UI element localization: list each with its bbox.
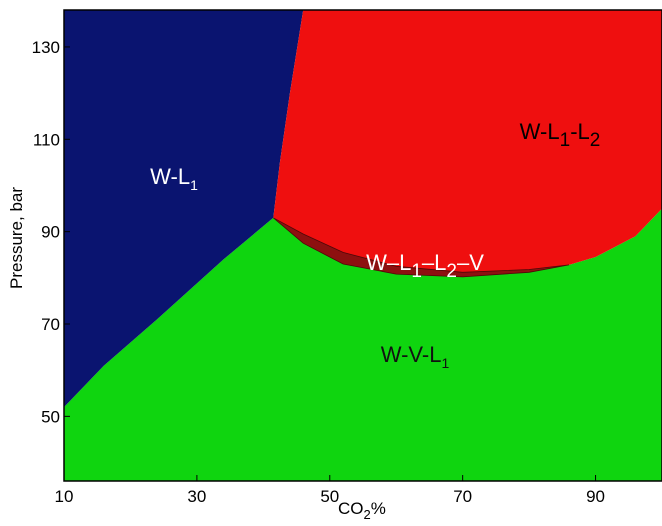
label-w-l1-l2-part-3: -L <box>570 119 590 144</box>
x-tick-label: 90 <box>586 487 605 506</box>
x-tick-label: 10 <box>55 487 74 506</box>
label-w-l1-l2-part-1: W-L <box>520 119 560 144</box>
label-w-l1-l2-v-part-3: –L <box>422 250 446 275</box>
label-w-v-l1-main: W-V-L <box>381 342 442 367</box>
plot-frame <box>63 9 662 482</box>
label-w-v-l1: W-V-L1 <box>381 342 450 371</box>
y-tick-label: 70 <box>41 315 60 334</box>
x-axis-ticks: 10 30 50 70 90 <box>55 475 605 506</box>
label-w-l1-l2-v-part-5: –V <box>457 250 484 275</box>
region-w-v-l1 <box>64 208 662 481</box>
region-labels: W-L1 W-L1-L2 W–L1–L2–V W-V-L1 <box>150 119 600 371</box>
label-w-l1-l2-v: W–L1–L2–V <box>366 250 484 282</box>
x-tick-label: 70 <box>453 487 472 506</box>
y-axis-ticks: 50 70 90 110 130 <box>32 38 70 426</box>
region-w-l1 <box>64 10 304 408</box>
label-w-v-l1-sub: 1 <box>441 355 449 371</box>
label-w-l1-sub: 1 <box>190 177 198 193</box>
label-w-l1-l2-part-2: 1 <box>560 130 571 151</box>
y-axis-label: Pressure, bar <box>7 187 26 289</box>
y-tick-label: 130 <box>32 38 60 57</box>
label-w-l1-l2-v-part-4: 2 <box>446 261 457 282</box>
x-tick-label: 50 <box>320 487 339 506</box>
y-tick-label: 90 <box>41 223 60 242</box>
x-axis-label: CO2% <box>338 499 386 522</box>
label-w-l1-l2-part-4: 2 <box>590 130 601 151</box>
label-w-l1-l2-v-part-1: W–L <box>366 250 411 275</box>
label-w-l1-l2-v-part-2: 1 <box>411 261 422 282</box>
region-w-l1-l2 <box>273 10 662 277</box>
label-w-l1: W-L1 <box>150 164 198 193</box>
x-axis-label-suffix: % <box>371 499 386 518</box>
x-tick-label: 30 <box>187 487 206 506</box>
x-axis-label-sub: 2 <box>364 507 371 522</box>
label-w-l1-l2: W-L1-L2 <box>520 119 601 151</box>
phase-regions <box>64 10 662 481</box>
x-axis-label-main: CO <box>338 499 364 518</box>
y-tick-label: 110 <box>33 130 60 149</box>
region-w-l1-l2-v <box>273 217 570 278</box>
label-w-l1-main: W-L <box>150 164 190 189</box>
y-tick-label: 50 <box>41 407 60 426</box>
